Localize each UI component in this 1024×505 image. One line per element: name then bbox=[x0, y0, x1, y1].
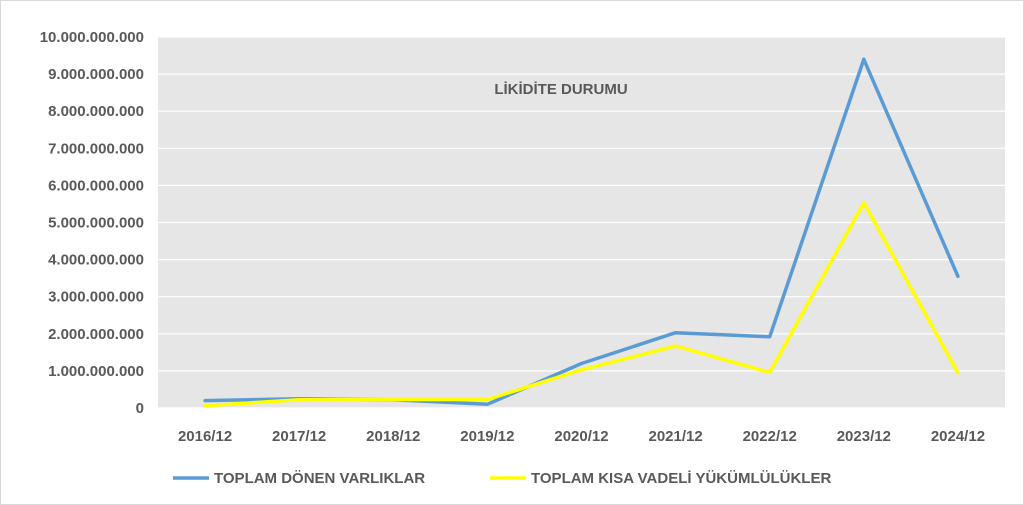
data-point bbox=[862, 57, 866, 61]
x-tick-label: 2020/12 bbox=[554, 428, 608, 445]
y-tick-label: 10.000.000.000 bbox=[40, 29, 144, 46]
y-tick-label: 5.000.000.000 bbox=[48, 215, 144, 232]
data-point bbox=[580, 361, 583, 365]
y-tick-label: 8.000.000.000 bbox=[48, 103, 144, 120]
data-point bbox=[674, 344, 678, 348]
y-tick-label: 2.000.000.000 bbox=[48, 326, 144, 343]
data-point bbox=[674, 331, 678, 335]
y-tick-label: 6.000.000.000 bbox=[48, 177, 144, 194]
y-tick-label: 7.000.000.000 bbox=[48, 140, 144, 157]
data-point bbox=[580, 368, 583, 372]
data-point bbox=[391, 397, 395, 401]
x-tick-label: 2021/12 bbox=[648, 428, 702, 445]
y-tick-label: 1.000.000.000 bbox=[48, 363, 144, 380]
x-axis-tick-labels: 2016/12 2017/12 2018/12 2019/12 2020/12 2021/… bbox=[178, 428, 985, 445]
data-point bbox=[768, 370, 772, 374]
data-point bbox=[956, 371, 960, 375]
legend-label: TOPLAM DÖNEN VARLIKLAR bbox=[214, 470, 425, 487]
y-tick-label: 4.000.000.000 bbox=[48, 252, 144, 269]
x-tick-label: 2023/12 bbox=[837, 428, 891, 445]
y-tick-label: 3.000.000.000 bbox=[48, 289, 144, 306]
legend-label: TOPLAM KISA VADELİ YÜKÜMLÜLÜKLER bbox=[531, 470, 831, 487]
x-tick-label: 2024/12 bbox=[931, 428, 985, 445]
y-tick-label: 9.000.000.000 bbox=[48, 66, 144, 83]
data-point bbox=[203, 404, 207, 408]
x-tick-label: 2016/12 bbox=[178, 428, 232, 445]
y-axis-tick-labels: 0 1.000.000.000 2.000.000.000 3.000.000.000… bbox=[40, 29, 144, 417]
data-point bbox=[203, 399, 207, 403]
legend: TOPLAM DÖNEN VARLIKLAR TOPLAM KISA VADELİ… bbox=[173, 470, 831, 487]
x-tick-label: 2017/12 bbox=[272, 428, 326, 445]
x-tick-label: 2019/12 bbox=[460, 428, 514, 445]
data-point bbox=[862, 201, 866, 205]
chart-title: LİKİDİTE DURUMU bbox=[494, 81, 627, 98]
y-tick-label: 0 bbox=[136, 400, 144, 417]
data-point bbox=[485, 402, 489, 406]
data-point bbox=[956, 274, 960, 278]
x-tick-label: 2018/12 bbox=[366, 428, 420, 445]
x-tick-label: 2022/12 bbox=[743, 428, 797, 445]
data-point bbox=[768, 335, 772, 339]
data-point bbox=[297, 398, 301, 402]
data-point bbox=[485, 397, 489, 401]
series-lines bbox=[203, 57, 960, 408]
